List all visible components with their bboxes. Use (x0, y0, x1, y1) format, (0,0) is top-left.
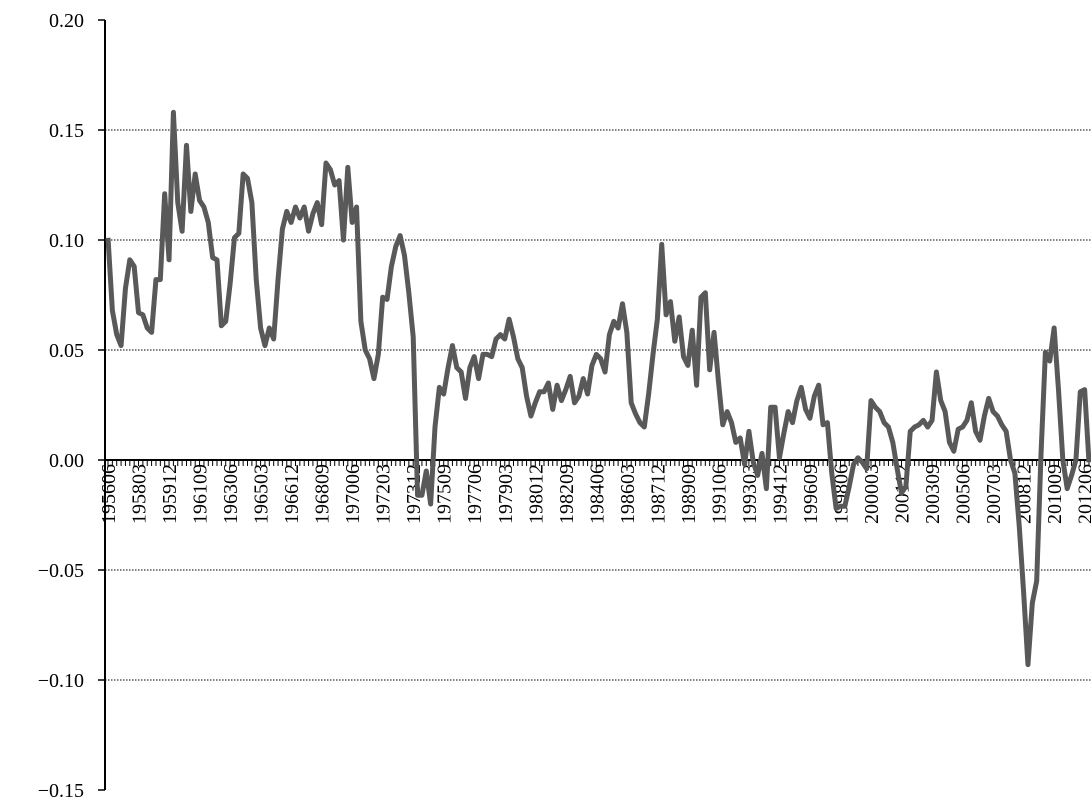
x-tick-label: 197203 (373, 464, 395, 524)
x-tick-label: 198603 (617, 464, 639, 524)
y-tick-label: 0.20 (49, 10, 84, 32)
y-tick-label: −0.10 (38, 670, 84, 692)
x-tick-label: 200309 (922, 464, 944, 524)
data-line (105, 109, 1091, 668)
x-tick-label: 200506 (953, 464, 975, 524)
x-tick-label: 200003 (861, 464, 883, 524)
x-tick-label: 195803 (129, 464, 151, 524)
x-tick-label: 201206 (1075, 464, 1091, 524)
y-tick-label: −0.15 (38, 780, 84, 802)
x-tick-label: 199609 (800, 464, 822, 524)
y-tick-label: −0.05 (38, 560, 84, 582)
x-tick-label: 201009 (1044, 464, 1066, 524)
x-tick-label: 198909 (678, 464, 700, 524)
x-tick-label: 198406 (586, 464, 608, 524)
x-tick-label: 198012 (525, 464, 547, 524)
x-tick-label: 198209 (556, 464, 578, 524)
x-tick-label: 195606 (98, 464, 120, 524)
x-tick-label: 196306 (220, 464, 242, 524)
y-tick-label: 0.15 (49, 120, 84, 142)
x-tick-label: 197903 (495, 464, 517, 524)
x-tick-label: 196109 (190, 464, 212, 524)
y-tick-label: 0.05 (49, 340, 84, 362)
x-tick-label: 197006 (342, 464, 364, 524)
x-tick-label: 197509 (434, 464, 456, 524)
x-tick-label: 198712 (647, 464, 669, 524)
x-tick-label: 196809 (312, 464, 334, 524)
x-tick-label: 197312 (403, 464, 425, 524)
x-tick-label: 196612 (281, 464, 303, 524)
x-tick-label: 200703 (983, 464, 1005, 524)
y-tick-label: 0.00 (49, 450, 84, 472)
x-tick-label: 199106 (708, 464, 730, 524)
x-tick-label: 196503 (251, 464, 273, 524)
x-tick-label: 195912 (159, 464, 181, 524)
x-tick-label: 199412 (769, 464, 791, 524)
x-tick-label: 199303 (739, 464, 761, 524)
y-tick-label: 0.10 (49, 230, 84, 252)
x-tick-label: 197706 (464, 464, 486, 524)
